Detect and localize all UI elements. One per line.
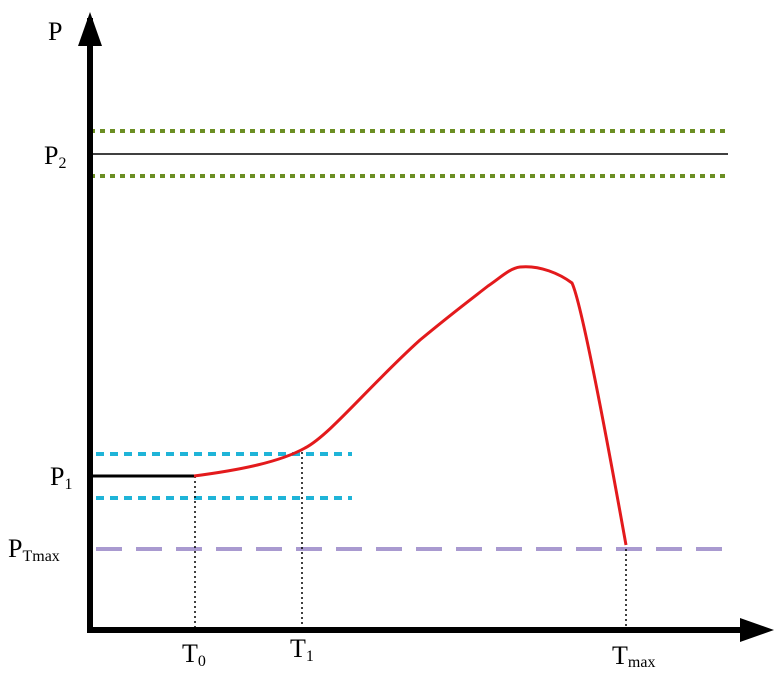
x-axis-arrow [740, 618, 774, 642]
p2-label: P2 [44, 141, 66, 172]
ptmax-label: PTmax [8, 534, 60, 565]
t1-label: T1 [290, 634, 314, 665]
t0-label: T0 [182, 639, 206, 670]
p1-label: P1 [50, 462, 72, 493]
pressure-curve [193, 265, 628, 546]
y-axis-arrow [78, 12, 102, 46]
tmax-label: Tmax [612, 641, 655, 671]
y-axis-label: P [48, 17, 62, 46]
